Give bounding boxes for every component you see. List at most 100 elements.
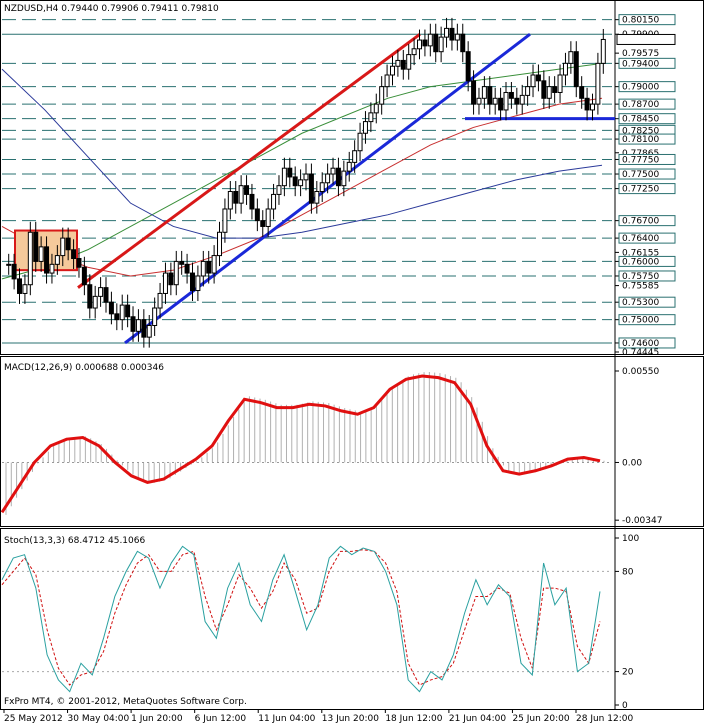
- candle-body: [27, 231, 33, 286]
- candle-body: [271, 193, 277, 210]
- candle-body: [60, 237, 66, 257]
- stochastic-indicator: 100 80 20 0: [1, 534, 639, 711]
- candle-body: [460, 33, 466, 53]
- stoch-tick-label: 20: [622, 668, 634, 678]
- candle-body: [562, 62, 568, 76]
- candle-body: [541, 80, 547, 99]
- candle-body: [584, 97, 590, 111]
- candle-body: [92, 295, 98, 309]
- price-label-box: [618, 57, 676, 69]
- chart-header: NZDUSD,H4 0.79440 0.79906 0.79411 0.7981…: [4, 4, 219, 14]
- candle-body: [417, 39, 423, 50]
- candle-body: [368, 112, 374, 123]
- candle-body: [125, 304, 131, 318]
- candle-body: [492, 97, 498, 105]
- candle-body: [444, 27, 450, 38]
- price-tick-label: 0.78250: [622, 126, 659, 136]
- support-resistance-levels: [2, 19, 612, 344]
- candle-body: [11, 263, 17, 280]
- candle-body: [222, 208, 228, 233]
- candle-body: [195, 275, 201, 292]
- candle-body: [281, 167, 287, 187]
- candle-body: [530, 74, 536, 88]
- macd-indicator: 0.00550 0.00 -0.00347: [0, 367, 662, 526]
- price-label-box: [618, 337, 676, 349]
- macd-header: MACD(12,26,9) 0.000688 0.000346: [4, 363, 164, 373]
- time-tick-label: 6 Jun 12:00: [195, 714, 247, 724]
- candle-body: [573, 51, 579, 88]
- candle-body: [217, 231, 223, 257]
- price-label-box: [618, 296, 676, 308]
- candle-body: [157, 292, 163, 309]
- candle-body: [471, 80, 477, 105]
- stoch-main-line: [1, 545, 601, 693]
- price-tick-label: 0.77865: [622, 149, 659, 159]
- macd-signal-line: [0, 374, 601, 514]
- candle-body: [287, 167, 293, 178]
- candle-body: [595, 62, 601, 105]
- candle-body: [400, 59, 406, 70]
- footer-copyright: FxPro MT4, © 2001-2012, MetaQuotes Softw…: [4, 697, 247, 707]
- price-tick-label: 0.79000: [622, 83, 659, 93]
- candle-body: [168, 272, 174, 286]
- main-pane-frame: [0, 0, 704, 355]
- candle-body: [362, 121, 368, 134]
- candle-body: [481, 86, 487, 99]
- candle-body: [103, 287, 109, 303]
- candle-body: [519, 94, 525, 105]
- candle-body: [173, 260, 179, 286]
- candle-body: [298, 179, 304, 187]
- price-tick-label: 0.79400: [622, 59, 659, 69]
- price-label-box: [618, 215, 676, 227]
- price-tick-label: 0.76155: [622, 248, 659, 258]
- candle-body: [146, 324, 152, 338]
- price-tick-label: 0.80150: [622, 16, 659, 26]
- time-tick-label: 18 Jun 12:00: [385, 714, 442, 724]
- candle-body: [346, 161, 352, 172]
- price-label-box: [618, 168, 676, 180]
- candle-body: [503, 91, 509, 111]
- price-tick-label: 0.75300: [622, 298, 659, 308]
- candle-body: [244, 185, 250, 195]
- price-tick-label: 0.78450: [622, 115, 659, 125]
- price-tick-label: 0.79575: [622, 49, 659, 59]
- macd-tick-label: 0.00550: [622, 367, 659, 377]
- candle-body: [254, 208, 260, 222]
- price-tick-label: 0.75750: [622, 272, 659, 282]
- macd-pane-frame: [0, 356, 704, 527]
- candle-body: [314, 191, 320, 204]
- time-tick-label: 1 Jun 20:00: [131, 714, 183, 724]
- price-label-box: [618, 98, 676, 110]
- macd-tick-label: -0.00347: [622, 516, 662, 526]
- time-tick-label: 30 May 04:00: [68, 714, 130, 724]
- candle-body: [152, 307, 158, 326]
- time-tick-label: 25 Jun 20:00: [512, 714, 569, 724]
- candle-body: [449, 27, 455, 41]
- candle-body: [454, 33, 460, 41]
- candle-body: [427, 33, 433, 47]
- candle-body: [422, 39, 428, 47]
- candle-body: [17, 278, 23, 294]
- candle-body: [438, 36, 444, 53]
- price-label-box: [618, 81, 676, 93]
- candle-body: [141, 319, 147, 338]
- moving-average-line: [1, 97, 603, 277]
- price-tick-label: 0.74445: [622, 348, 659, 358]
- price-tick-label: 0.77750: [622, 155, 659, 165]
- candle-body: [319, 182, 325, 193]
- candle-body: [33, 231, 39, 262]
- candle-body: [130, 316, 136, 332]
- price-tick-label: 0.76700: [622, 217, 659, 227]
- candle-body: [335, 167, 341, 187]
- candle-body: [579, 86, 585, 99]
- stoch-pane-frame: [0, 528, 704, 710]
- price-axis: 0.801500.799000.795750.794000.790000.787…: [615, 14, 676, 358]
- price-label-box: [618, 270, 676, 282]
- candle-body: [508, 91, 514, 99]
- price-label-box: [618, 153, 676, 165]
- candle-body: [330, 167, 336, 175]
- candle-body: [184, 263, 190, 274]
- stoch-tick-label: 0: [622, 701, 628, 711]
- candle-body: [54, 255, 60, 265]
